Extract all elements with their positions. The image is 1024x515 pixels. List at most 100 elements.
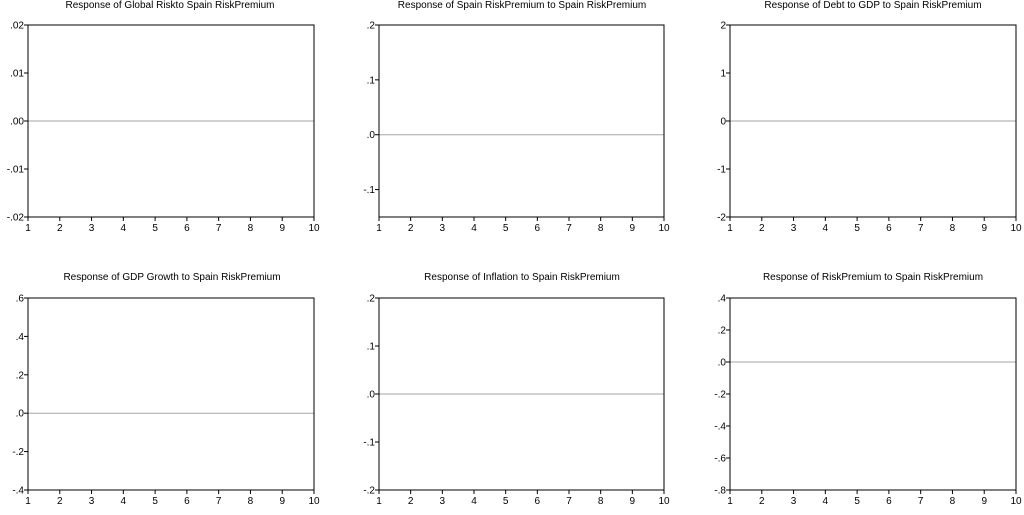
panel-inflation: Response of Inflation to Spain RiskPremi… — [350, 272, 690, 515]
x-tick-label: 6 — [184, 223, 190, 234]
panel-risk-premium: Response of RiskPremium to Spain RiskPre… — [700, 272, 1024, 515]
chart-title: Response of Global Riskto Spain RiskPrem… — [65, 0, 275, 11]
x-tick-label: 5 — [854, 496, 860, 507]
x-tick-label: 8 — [248, 223, 254, 234]
x-tick-label: 7 — [918, 496, 924, 507]
y-tick-label: 2 — [720, 21, 726, 32]
chart-plot: -.02 -.01 .00 .01 .02 1 2 3 4 5 6 7 8 9 10 — [7, 21, 320, 235]
x-tick-label: 6 — [535, 496, 541, 507]
x-tick-label: 3 — [791, 496, 797, 507]
x-tick-label: 1 — [376, 223, 382, 234]
x-tick-label: 3 — [791, 223, 797, 234]
y-tick-label: -1 — [717, 165, 726, 176]
y-tick-label: -.02 — [7, 213, 25, 224]
x-tick-label: 5 — [152, 223, 158, 234]
x-tick-label: 4 — [823, 223, 829, 234]
y-tick-label: .2 — [367, 294, 376, 305]
x-tick-label: 6 — [886, 223, 892, 234]
x-tick-label: 10 — [308, 496, 320, 507]
x-tick-label: 6 — [886, 496, 892, 507]
x-tick-label: 10 — [658, 496, 670, 507]
x-tick-label: 4 — [823, 496, 829, 507]
x-tick-label: 7 — [566, 496, 572, 507]
chart-plot: -.1 .0 .1 .2 1 2 3 4 5 6 7 8 9 10 — [363, 21, 670, 235]
y-tick-label: 0 — [720, 117, 726, 128]
x-tick-label: 1 — [727, 223, 733, 234]
panel-debt-to-gdp: Response of Debt to GDP to Spain RiskPre… — [700, 0, 1024, 245]
x-tick-label: 9 — [981, 223, 987, 234]
y-tick-label: .1 — [367, 342, 376, 353]
x-tick-label: 2 — [759, 223, 765, 234]
x-tick-label: 8 — [598, 496, 604, 507]
chart-title: Response of Debt to GDP to Spain RiskPre… — [764, 0, 982, 11]
x-tick-label: 8 — [248, 496, 254, 507]
y-tick-label: .1 — [367, 75, 376, 86]
panel-global-risk: Response of Global Riskto Spain RiskPrem… — [0, 0, 340, 245]
x-tick-label: 1 — [727, 496, 733, 507]
y-tick-label: .4 — [16, 332, 25, 343]
chart-title: Response of GDP Growth to Spain RiskPrem… — [63, 272, 281, 283]
x-tick-label: 9 — [630, 496, 636, 507]
y-tick-label: -.6 — [714, 454, 726, 465]
plot-frame — [378, 24, 665, 218]
chart-title: Response of Inflation to Spain RiskPremi… — [424, 272, 620, 283]
y-tick-label: .0 — [367, 130, 376, 141]
x-tick-label: 3 — [440, 496, 446, 507]
x-tick-label: 1 — [25, 496, 31, 507]
x-tick-label: 2 — [408, 223, 414, 234]
panel-gdp-growth: Response of GDP Growth to Spain RiskPrem… — [0, 272, 340, 515]
y-tick-label: .2 — [367, 21, 376, 32]
x-tick-label: 4 — [121, 223, 127, 234]
y-tick-label: .6 — [16, 294, 25, 305]
x-tick-label: 10 — [658, 223, 670, 234]
chart-plot: -.8 -.6 -.4 -.2 .0 .2 .4 1 2 3 4 5 6 7 8 9 10 — [714, 294, 1022, 508]
chart-title: Response of RiskPremium to Spain RiskPre… — [762, 272, 984, 283]
x-tick-label: 2 — [57, 496, 63, 507]
y-tick-label: .2 — [718, 326, 727, 337]
y-tick-label: -.8 — [714, 486, 726, 497]
x-tick-label: 6 — [535, 223, 541, 234]
x-tick-label: 1 — [25, 223, 31, 234]
y-tick-label: .2 — [16, 370, 25, 381]
x-tick-label: 9 — [630, 223, 636, 234]
y-tick-label: -.1 — [363, 438, 375, 449]
y-tick-label: -.1 — [363, 185, 375, 196]
y-tick-label: .4 — [718, 294, 727, 305]
chart-title: Response of Spain RiskPremium to Spain R… — [397, 0, 647, 11]
x-tick-label: 7 — [918, 223, 924, 234]
x-tick-label: 4 — [471, 496, 477, 507]
x-tick-label: 7 — [216, 223, 222, 234]
x-tick-label: 8 — [950, 223, 956, 234]
x-tick-label: 2 — [759, 496, 765, 507]
x-tick-label: 8 — [950, 496, 956, 507]
x-tick-label: 7 — [216, 496, 222, 507]
plot-frame — [729, 297, 1017, 491]
x-tick-label: 5 — [503, 496, 509, 507]
plot-frame — [27, 297, 315, 491]
y-tick-label: .0 — [16, 409, 25, 420]
x-tick-label: 4 — [121, 496, 127, 507]
x-tick-label: 1 — [376, 496, 382, 507]
x-tick-label: 3 — [440, 223, 446, 234]
y-tick-label: -.2 — [12, 447, 24, 458]
x-tick-label: 10 — [1010, 223, 1022, 234]
x-tick-label: 3 — [89, 496, 95, 507]
y-tick-label: -.4 — [12, 486, 24, 497]
y-tick-label: .02 — [10, 21, 24, 32]
x-tick-label: 9 — [981, 496, 987, 507]
x-tick-label: 2 — [57, 223, 63, 234]
x-tick-label: 9 — [279, 496, 285, 507]
x-tick-label: 7 — [566, 223, 572, 234]
x-tick-label: 10 — [308, 223, 320, 234]
x-tick-label: 3 — [89, 223, 95, 234]
y-tick-label: -.4 — [714, 422, 726, 433]
x-tick-label: 8 — [598, 223, 604, 234]
y-tick-label: .00 — [10, 117, 24, 128]
y-tick-label: .0 — [718, 358, 727, 369]
x-tick-label: 5 — [854, 223, 860, 234]
panel-spain-risk-premium: Response of Spain RiskPremium to Spain R… — [350, 0, 690, 245]
x-tick-label: 5 — [152, 496, 158, 507]
x-tick-label: 9 — [279, 223, 285, 234]
x-tick-label: 10 — [1010, 496, 1022, 507]
chart-plot: -.4 -.2 .0 .2 .4 .6 1 2 3 4 5 6 7 8 9 10 — [12, 294, 320, 508]
